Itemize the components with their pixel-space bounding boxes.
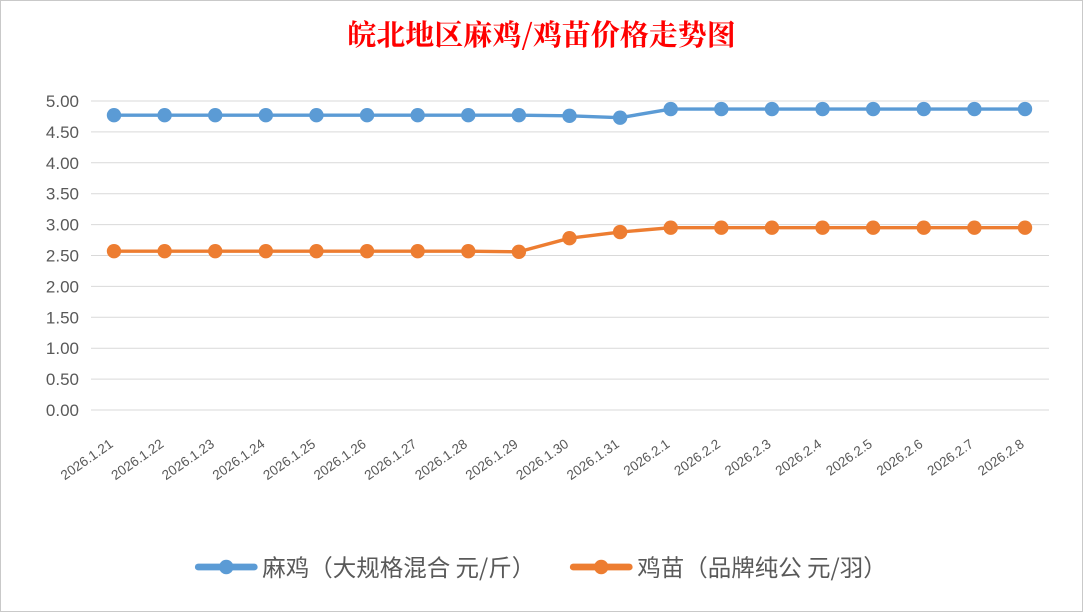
svg-text:1.00: 1.00: [46, 339, 79, 358]
svg-text:0.50: 0.50: [46, 370, 79, 389]
svg-text:1.50: 1.50: [46, 308, 79, 327]
svg-text:3.00: 3.00: [46, 216, 79, 235]
svg-text:2026.1.24: 2026.1.24: [210, 436, 268, 483]
svg-text:2026.2.2: 2026.2.2: [671, 436, 723, 478]
svg-text:2026.1.28: 2026.1.28: [412, 436, 470, 483]
svg-text:2026.1.27: 2026.1.27: [362, 436, 420, 483]
svg-text:2026.1.31: 2026.1.31: [564, 436, 622, 483]
svg-text:2026.1.25: 2026.1.25: [260, 436, 318, 483]
svg-text:5.00: 5.00: [46, 92, 79, 111]
svg-text:2026.1.29: 2026.1.29: [463, 436, 521, 483]
svg-text:2026.2.6: 2026.2.6: [874, 436, 926, 478]
svg-text:2026.2.8: 2026.2.8: [975, 436, 1027, 478]
svg-text:2026.1.21: 2026.1.21: [58, 436, 116, 483]
svg-text:2026.1.23: 2026.1.23: [159, 436, 217, 483]
svg-text:2.50: 2.50: [46, 247, 79, 266]
svg-text:2026.2.7: 2026.2.7: [924, 436, 976, 478]
svg-text:2.00: 2.00: [46, 277, 79, 296]
svg-text:2026.1.22: 2026.1.22: [109, 436, 167, 483]
svg-text:2026.1.26: 2026.1.26: [311, 436, 369, 483]
svg-text:鸡苗（品牌纯公 元/羽）: 鸡苗（品牌纯公 元/羽）: [637, 549, 886, 583]
svg-text:2026.1.30: 2026.1.30: [513, 436, 571, 483]
svg-text:2026.2.4: 2026.2.4: [773, 436, 825, 479]
svg-text:2026.2.5: 2026.2.5: [823, 436, 875, 478]
svg-text:3.50: 3.50: [46, 185, 79, 204]
svg-text:4.50: 4.50: [46, 123, 79, 142]
svg-text:0.00: 0.00: [46, 401, 79, 420]
svg-text:麻鸡（大规格混合 元/斤）: 麻鸡（大规格混合 元/斤）: [262, 549, 535, 583]
svg-text:4.00: 4.00: [46, 154, 79, 173]
svg-text:2026.2.1: 2026.2.1: [621, 436, 673, 478]
svg-text:2026.2.3: 2026.2.3: [722, 436, 774, 478]
